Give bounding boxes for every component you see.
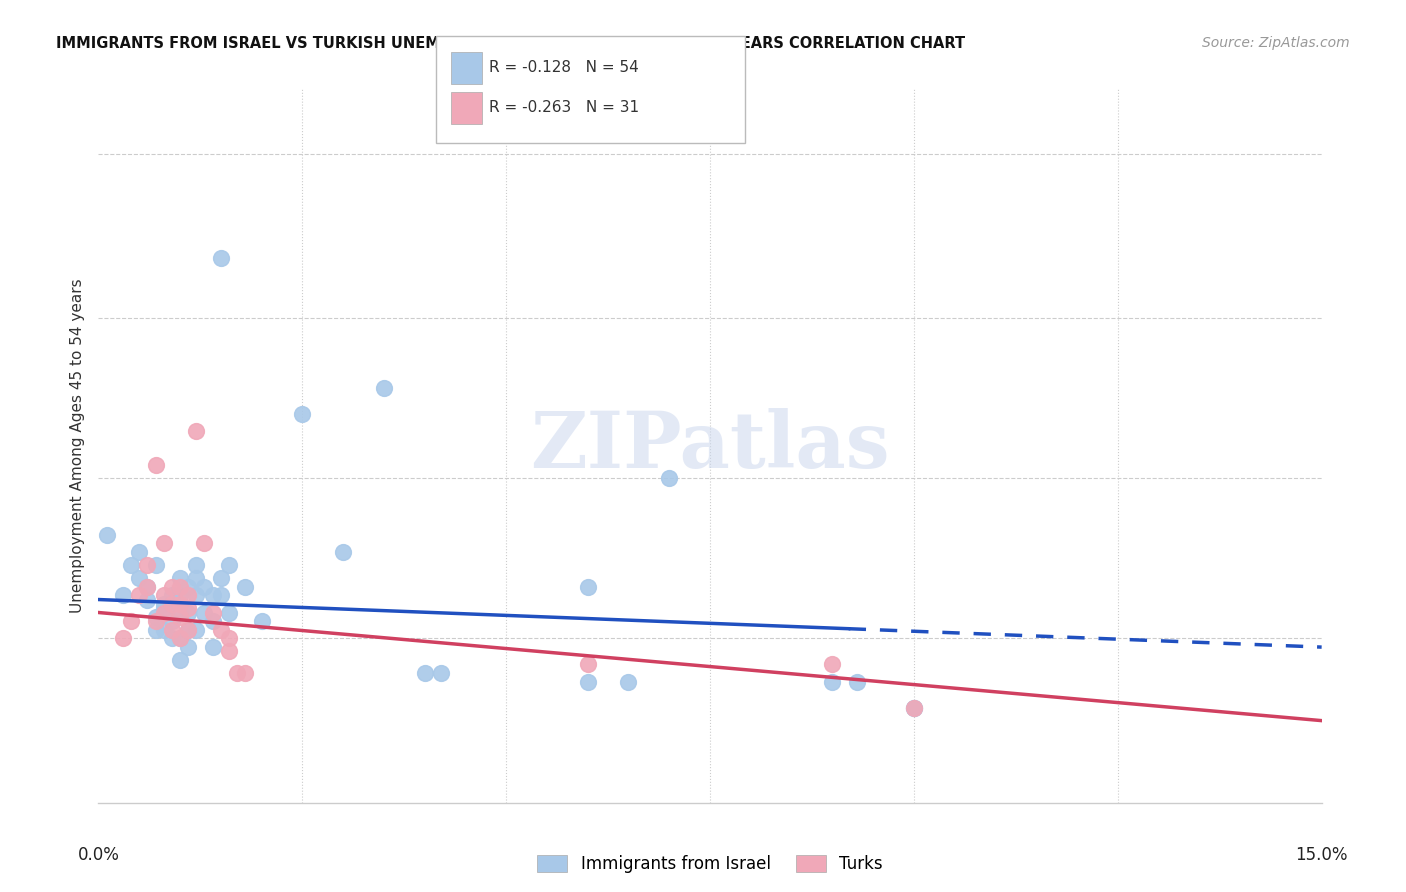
Point — [160, 623, 183, 637]
Point — [658, 471, 681, 485]
Point — [193, 606, 215, 620]
Point — [111, 632, 134, 646]
Point — [209, 571, 232, 585]
Point — [233, 580, 256, 594]
Point — [169, 632, 191, 646]
Text: R = -0.263   N = 31: R = -0.263 N = 31 — [489, 101, 640, 115]
Point — [186, 571, 208, 585]
Point — [218, 606, 240, 620]
Point — [152, 606, 174, 620]
Point — [136, 558, 159, 572]
Point — [152, 597, 174, 611]
Point — [145, 610, 167, 624]
Point — [201, 606, 224, 620]
Point — [373, 381, 395, 395]
Point — [169, 588, 191, 602]
Point — [576, 580, 599, 594]
Point — [96, 527, 118, 541]
Point — [177, 601, 200, 615]
Text: 0.0%: 0.0% — [77, 846, 120, 864]
Point — [186, 558, 208, 572]
Point — [193, 536, 215, 550]
Text: 15.0%: 15.0% — [1295, 846, 1348, 864]
Point — [233, 666, 256, 681]
Legend: Immigrants from Israel, Turks: Immigrants from Israel, Turks — [530, 848, 890, 880]
Point — [152, 588, 174, 602]
Point — [169, 597, 191, 611]
Point — [152, 601, 174, 615]
Point — [160, 614, 183, 628]
Point — [145, 458, 167, 473]
Point — [160, 597, 183, 611]
Point — [136, 592, 159, 607]
Point — [576, 674, 599, 689]
Text: R = -0.128   N = 54: R = -0.128 N = 54 — [489, 61, 640, 75]
Point — [209, 588, 232, 602]
Point — [218, 644, 240, 658]
Point — [201, 640, 224, 654]
Point — [169, 610, 191, 624]
Point — [177, 623, 200, 637]
Point — [218, 558, 240, 572]
Point — [193, 580, 215, 594]
Point — [120, 558, 142, 572]
Point — [209, 623, 232, 637]
Point — [177, 580, 200, 594]
Point — [186, 623, 208, 637]
Point — [128, 571, 150, 585]
Point — [201, 588, 224, 602]
Point — [111, 588, 134, 602]
Point — [177, 588, 200, 602]
Point — [821, 657, 844, 672]
Point — [413, 666, 436, 681]
Point — [903, 700, 925, 714]
Point — [177, 623, 200, 637]
Point — [136, 580, 159, 594]
Point — [186, 424, 208, 438]
Point — [226, 666, 249, 681]
Point — [177, 640, 200, 654]
Point — [169, 606, 191, 620]
Text: ZIPatlas: ZIPatlas — [530, 408, 890, 484]
Point — [145, 623, 167, 637]
Point — [617, 674, 640, 689]
Point — [576, 657, 599, 672]
Point — [845, 674, 868, 689]
Text: IMMIGRANTS FROM ISRAEL VS TURKISH UNEMPLOYMENT AMONG AGES 45 TO 54 YEARS CORRELA: IMMIGRANTS FROM ISRAEL VS TURKISH UNEMPL… — [56, 36, 966, 51]
Point — [160, 632, 183, 646]
Point — [821, 674, 844, 689]
Text: Source: ZipAtlas.com: Source: ZipAtlas.com — [1202, 36, 1350, 50]
Point — [128, 588, 150, 602]
Point — [120, 614, 142, 628]
Point — [152, 536, 174, 550]
Point — [160, 588, 183, 602]
Point — [145, 558, 167, 572]
Y-axis label: Unemployment Among Ages 45 to 54 years: Unemployment Among Ages 45 to 54 years — [69, 278, 84, 614]
Point — [177, 606, 200, 620]
Point — [332, 545, 354, 559]
Point — [903, 700, 925, 714]
Point — [201, 614, 224, 628]
Point — [186, 588, 208, 602]
Point — [430, 666, 453, 681]
Point — [128, 545, 150, 559]
Point — [209, 251, 232, 265]
Point — [136, 580, 159, 594]
Point — [152, 623, 174, 637]
Point — [291, 407, 314, 421]
Point — [903, 700, 925, 714]
Point — [218, 632, 240, 646]
Point — [250, 614, 273, 628]
Point — [169, 571, 191, 585]
Point — [169, 580, 191, 594]
Point — [160, 580, 183, 594]
Point — [145, 614, 167, 628]
Point — [169, 632, 191, 646]
Point — [169, 653, 191, 667]
